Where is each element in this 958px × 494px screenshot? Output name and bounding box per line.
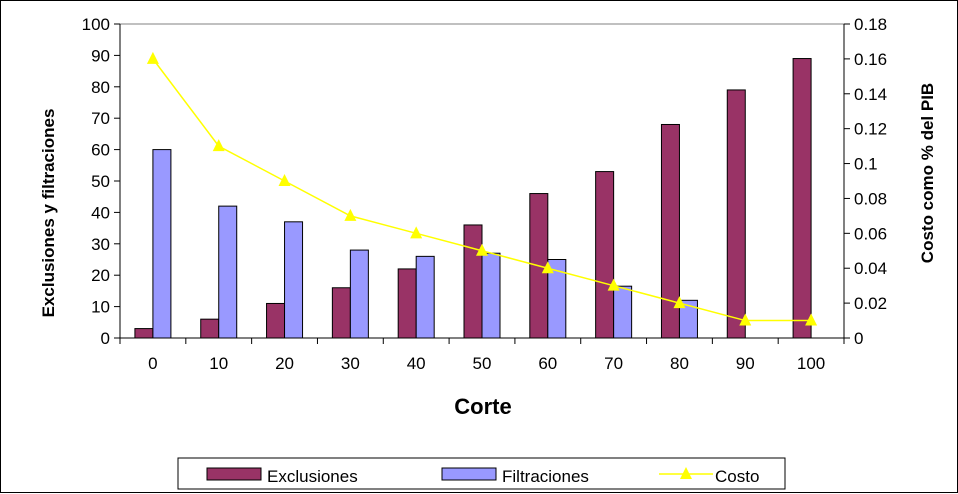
x-axis-title: Corte xyxy=(454,394,511,419)
x-tick-label: 20 xyxy=(275,354,294,373)
right-tick-label: 0 xyxy=(854,329,863,348)
x-tick-label: 70 xyxy=(604,354,623,373)
point-costo xyxy=(410,226,423,239)
right-tick-label: 0.1 xyxy=(854,155,878,174)
right-tick-label: 0.14 xyxy=(854,85,887,104)
bar-exclusiones xyxy=(200,318,220,339)
point-costo xyxy=(146,51,159,64)
x-tick-label: 0 xyxy=(148,354,157,373)
right-tick-label: 0.02 xyxy=(854,294,887,313)
point-costo xyxy=(541,261,554,274)
left-tick-label: 0 xyxy=(101,329,110,348)
bar-filtraciones xyxy=(349,249,369,339)
right-tick-label: 0.12 xyxy=(854,120,887,139)
point-costo xyxy=(278,174,291,186)
right-tick-label: 0.16 xyxy=(854,50,887,69)
left-tick-label: 90 xyxy=(91,46,110,65)
legend-swatch-exclusiones xyxy=(206,467,262,481)
bar-exclusiones xyxy=(134,328,154,339)
x-axis-ticks: 0 10 20 30 40 50 60 70 80 90 100 xyxy=(119,338,845,373)
legend-label-filtraciones: Filtraciones xyxy=(502,467,589,486)
bar-exclusiones xyxy=(331,287,351,339)
point-costo xyxy=(673,296,686,309)
x-tick-label: 10 xyxy=(209,354,228,373)
right-tick-label: 0.04 xyxy=(854,259,887,278)
bar-filtraciones xyxy=(284,221,304,339)
right-axis-title: Costo como % del PIB xyxy=(918,83,937,263)
left-axis-ticks: 0 10 20 30 40 50 60 70 80 90 100 xyxy=(82,15,120,348)
bars xyxy=(134,58,812,339)
point-costo xyxy=(476,243,488,256)
right-tick-label: 0.18 xyxy=(854,15,887,34)
point-costo xyxy=(344,208,357,221)
bar-exclusiones xyxy=(660,123,680,339)
bar-exclusiones xyxy=(266,302,286,339)
x-tick-label: 50 xyxy=(473,354,492,373)
left-tick-label: 60 xyxy=(91,141,110,160)
legend-marker-costo xyxy=(680,467,692,479)
bar-filtraciones xyxy=(415,255,435,339)
legend: Exclusiones Filtraciones Costo xyxy=(177,457,786,490)
bar-filtraciones xyxy=(547,259,567,339)
left-tick-label: 70 xyxy=(91,109,110,128)
bar-filtraciones xyxy=(481,252,501,339)
left-axis-title: Exclusiones y filtraciones xyxy=(39,109,58,318)
bar-filtraciones xyxy=(613,285,633,339)
bar-exclusiones xyxy=(397,268,417,339)
point-costo xyxy=(607,278,620,291)
x-tick-label: 30 xyxy=(341,354,360,373)
left-tick-label: 50 xyxy=(91,172,110,191)
legend-label-costo: Costo xyxy=(715,467,759,486)
right-axis-ticks: 0 0.02 0.04 0.06 0.08 0.1 0.12 0.14 0.16 0.18 xyxy=(844,15,887,348)
x-tick-label: 60 xyxy=(538,354,557,373)
bar-exclusiones xyxy=(463,224,483,339)
point-costo xyxy=(739,313,752,326)
x-tick-label: 80 xyxy=(670,354,689,373)
left-tick-label: 10 xyxy=(91,298,110,317)
cost-line-series xyxy=(146,51,818,326)
left-tick-label: 100 xyxy=(82,15,110,34)
left-tick-label: 40 xyxy=(91,203,110,222)
bar-exclusiones xyxy=(595,171,615,339)
point-costo xyxy=(805,313,818,326)
bar-filtraciones xyxy=(218,205,238,339)
left-tick-label: 20 xyxy=(91,266,110,285)
bar-filtraciones xyxy=(152,149,172,339)
bar-exclusiones xyxy=(792,58,812,339)
bar-filtraciones xyxy=(678,299,698,339)
left-tick-label: 80 xyxy=(91,78,110,97)
legend-label-exclusiones: Exclusiones xyxy=(267,467,358,486)
legend-swatch-filtraciones xyxy=(441,467,497,481)
point-costo xyxy=(212,139,225,152)
x-tick-label: 100 xyxy=(797,354,825,373)
right-tick-label: 0.06 xyxy=(854,224,887,243)
left-tick-label: 30 xyxy=(91,235,110,254)
x-tick-label: 90 xyxy=(736,354,755,373)
right-tick-label: 0.08 xyxy=(854,189,887,208)
bar-exclusiones xyxy=(726,89,746,339)
x-tick-label: 40 xyxy=(407,354,426,373)
